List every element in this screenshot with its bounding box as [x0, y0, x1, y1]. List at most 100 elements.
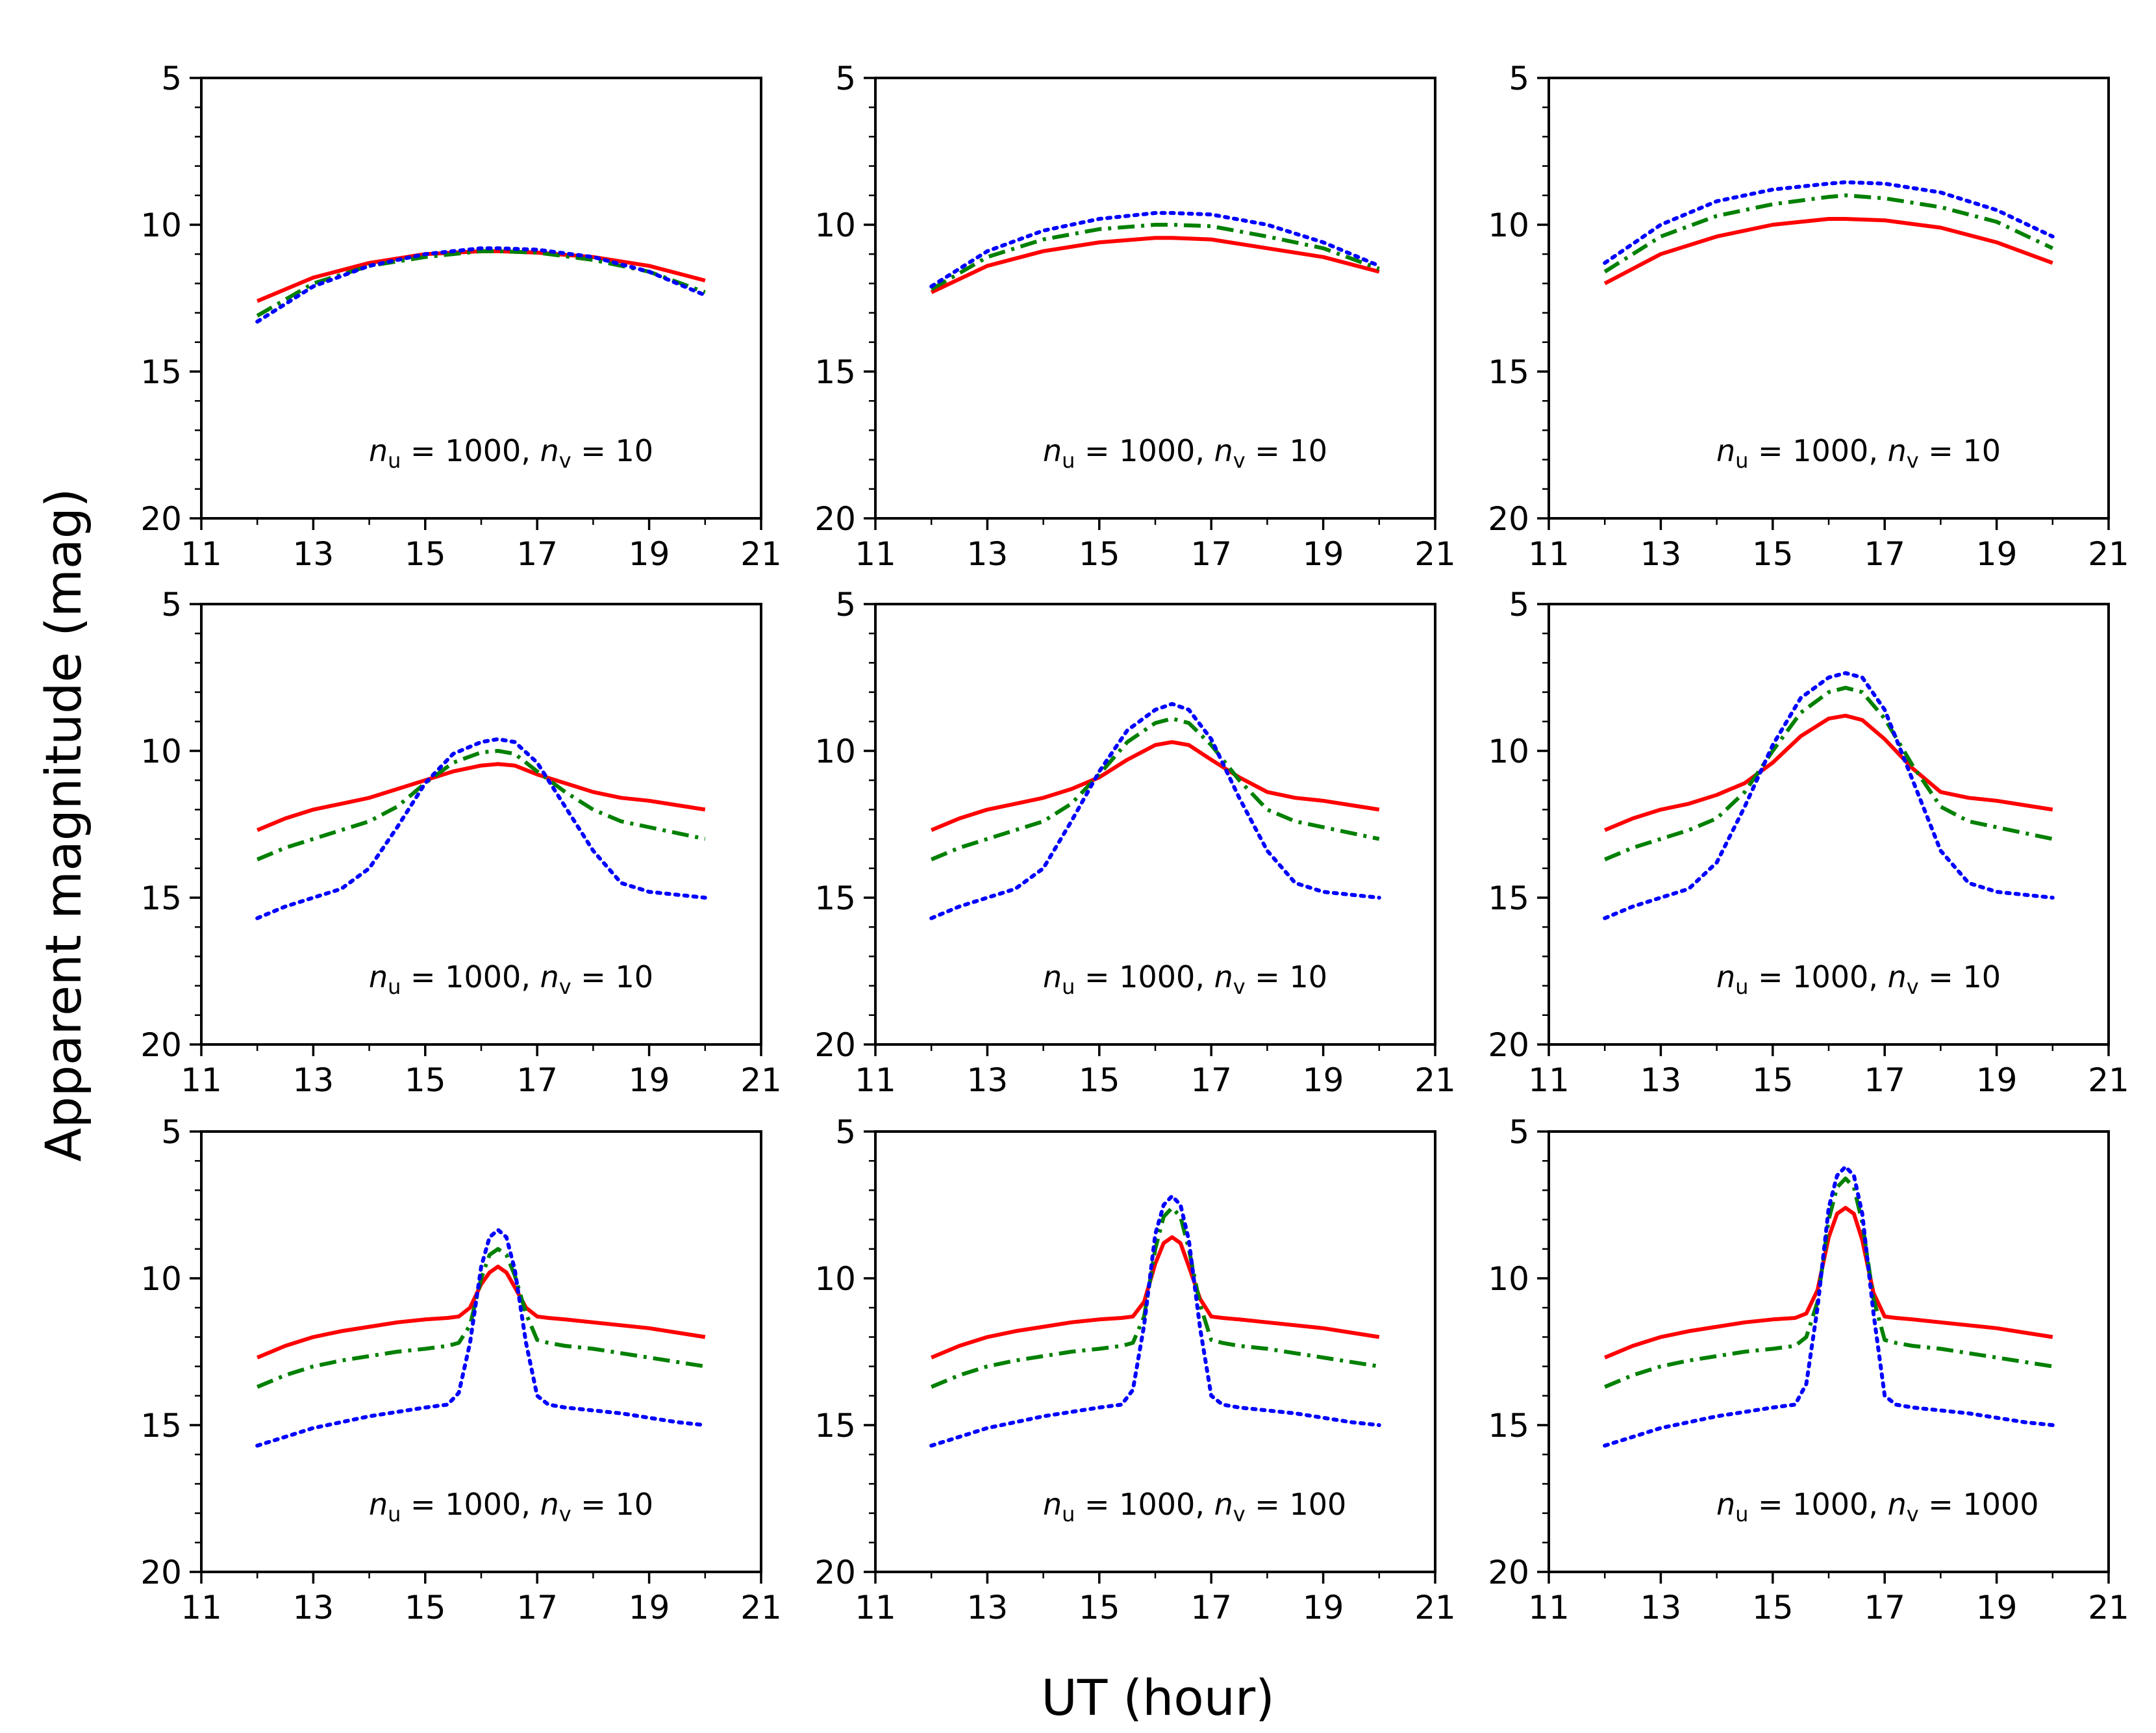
- y-tick-label: 10: [140, 733, 182, 770]
- series-line-dotted: [1603, 180, 2055, 265]
- x-tick-label: 21: [1414, 1589, 1456, 1626]
- x-tick-label: 15: [405, 1061, 446, 1099]
- x-tick-label: 15: [1079, 1589, 1120, 1626]
- x-tick-label: 13: [293, 1589, 334, 1626]
- x-tick-label: 11: [181, 1589, 222, 1626]
- y-tick-label: 20: [814, 1026, 856, 1064]
- y-tick-label: 5: [1509, 1113, 1529, 1151]
- x-tick-label: 17: [516, 1589, 558, 1626]
- series-line-solid: [257, 762, 706, 832]
- x-tick-label: 21: [740, 1589, 782, 1626]
- panel-2: 11 13 15 17 19 21 5 10 15 20 nu = 1000, nv = 10: [814, 60, 1455, 573]
- x-tick-label: 15: [1752, 535, 1794, 573]
- x-tick-label: 11: [855, 1061, 896, 1099]
- y-tick-label: 20: [814, 1554, 856, 1591]
- x-tick-label: 19: [629, 535, 670, 573]
- y-tick-label: 15: [140, 1407, 182, 1445]
- y-tick-label: 10: [1488, 1260, 1529, 1298]
- x-tick-label: 15: [1079, 1061, 1120, 1099]
- y-tick-label: 5: [835, 586, 856, 624]
- x-tick-label: 13: [967, 1589, 1009, 1626]
- parameter-annotation: nu = 1000, nv = 1000: [1716, 1487, 2039, 1526]
- y-tick-label: 10: [1488, 733, 1529, 770]
- series-line-dashdot: [1603, 193, 2054, 273]
- series-line-dotted: [255, 1228, 707, 1448]
- annotation-value: 10: [615, 433, 653, 468]
- y-tick-label: 10: [140, 1260, 182, 1298]
- series-line-solid: [931, 740, 1380, 832]
- parameter-annotation: nu = 1000, nv = 10: [1716, 433, 2001, 473]
- panel-8: 11 13 15 17 19 21 5 10 15 20 nu = 1000, nv = 100: [814, 1113, 1455, 1626]
- annotation-value: 10: [615, 1487, 653, 1522]
- series-line-dotted: [255, 246, 707, 324]
- panel-3: 11 13 15 17 19 21 5 10 15 20 nu = 1000, nv = 10: [1488, 60, 2129, 573]
- y-tick-label: 20: [1488, 500, 1529, 538]
- y-tick-label: 15: [814, 353, 856, 391]
- parameter-annotation: nu = 1000, nv = 10: [369, 959, 653, 999]
- annotation-value: 100: [1289, 1487, 1346, 1522]
- parameter-annotation: nu = 1000, nv = 100: [1043, 1487, 1346, 1526]
- annotation-value: 1000: [1119, 433, 1195, 468]
- parameter-annotation: nu = 1000, nv = 10: [369, 1487, 653, 1526]
- panel-9: 11 13 15 17 19 21 5 10 15 20 nu = 1000, nv = 1000: [1488, 1113, 2129, 1626]
- x-tick-label: 21: [2088, 1061, 2129, 1099]
- annotation-value: 10: [1962, 433, 2001, 468]
- series-line-dashdot: [930, 223, 1380, 291]
- x-tick-label: 19: [1303, 1589, 1344, 1626]
- y-tick-label: 20: [140, 500, 182, 538]
- series-line-dotted: [929, 1194, 1381, 1448]
- x-tick-label: 11: [1528, 1061, 1570, 1099]
- y-tick-label: 20: [1488, 1554, 1529, 1591]
- annotation-value: 1000: [445, 1487, 521, 1522]
- series-line-solid: [1604, 713, 2053, 832]
- y-tick-label: 20: [814, 500, 856, 538]
- x-tick-label: 19: [1976, 1061, 2018, 1099]
- series-line-solid: [931, 1235, 1380, 1360]
- y-tick-label: 20: [140, 1026, 182, 1064]
- series-line-dotted: [255, 737, 707, 920]
- x-tick-label: 13: [1640, 1589, 1682, 1626]
- x-tick-label: 13: [1640, 1061, 1682, 1099]
- series-line-dashdot: [931, 716, 1380, 861]
- series-line-solid: [1604, 1206, 2053, 1360]
- x-tick-label: 21: [1414, 1061, 1456, 1099]
- x-tick-label: 19: [629, 1061, 670, 1099]
- x-tick-label: 17: [1864, 535, 1905, 573]
- panel-1: 11 13 15 17 19 21 5 10 15 20 nu = 1000, nv = 10: [140, 60, 781, 573]
- series-line-dashdot: [1604, 685, 2053, 861]
- annotation-value: 1000: [1792, 959, 1868, 994]
- x-tick-label: 11: [855, 1589, 896, 1626]
- y-tick-label: 20: [140, 1554, 182, 1591]
- annotation-value: 1000: [1119, 959, 1195, 994]
- y-tick-label: 15: [1488, 353, 1529, 391]
- x-tick-label: 19: [629, 1589, 670, 1626]
- annotation-value: 1000: [445, 433, 521, 468]
- y-tick-label: 5: [161, 60, 182, 97]
- x-tick-label: 15: [1752, 1061, 1794, 1099]
- y-tick-label: 15: [1488, 1407, 1529, 1445]
- annotation-value: 1000: [445, 959, 521, 994]
- series-line-dotted: [1603, 1165, 2055, 1448]
- series-line-dashdot: [1604, 1176, 2053, 1389]
- series-line-dashdot: [931, 1206, 1380, 1389]
- x-tick-label: 13: [293, 535, 334, 573]
- series-line-dashdot: [257, 1246, 706, 1389]
- panel-4: 11 13 15 17 19 21 5 10 15 20 nu = 1000, nv = 10: [140, 586, 781, 1099]
- y-tick-label: 10: [814, 207, 856, 244]
- x-tick-label: 21: [1414, 535, 1456, 573]
- y-tick-label: 15: [1488, 879, 1529, 917]
- annotation-value: 1000: [1792, 1487, 1868, 1522]
- series-line-solid: [930, 236, 1380, 294]
- x-tick-label: 13: [967, 1061, 1009, 1099]
- y-tick-label: 15: [140, 353, 182, 391]
- y-tick-label: 15: [814, 879, 856, 917]
- x-tick-label: 21: [2088, 1589, 2129, 1626]
- x-tick-label: 17: [1190, 1589, 1232, 1626]
- x-tick-label: 13: [1640, 535, 1682, 573]
- x-tick-label: 17: [1864, 1589, 1905, 1626]
- series-line-dotted: [929, 702, 1381, 920]
- annotation-value: 10: [1289, 959, 1327, 994]
- parameter-annotation: nu = 1000, nv = 10: [369, 433, 653, 473]
- annotation-value: 10: [1289, 433, 1327, 468]
- x-tick-label: 19: [1303, 535, 1344, 573]
